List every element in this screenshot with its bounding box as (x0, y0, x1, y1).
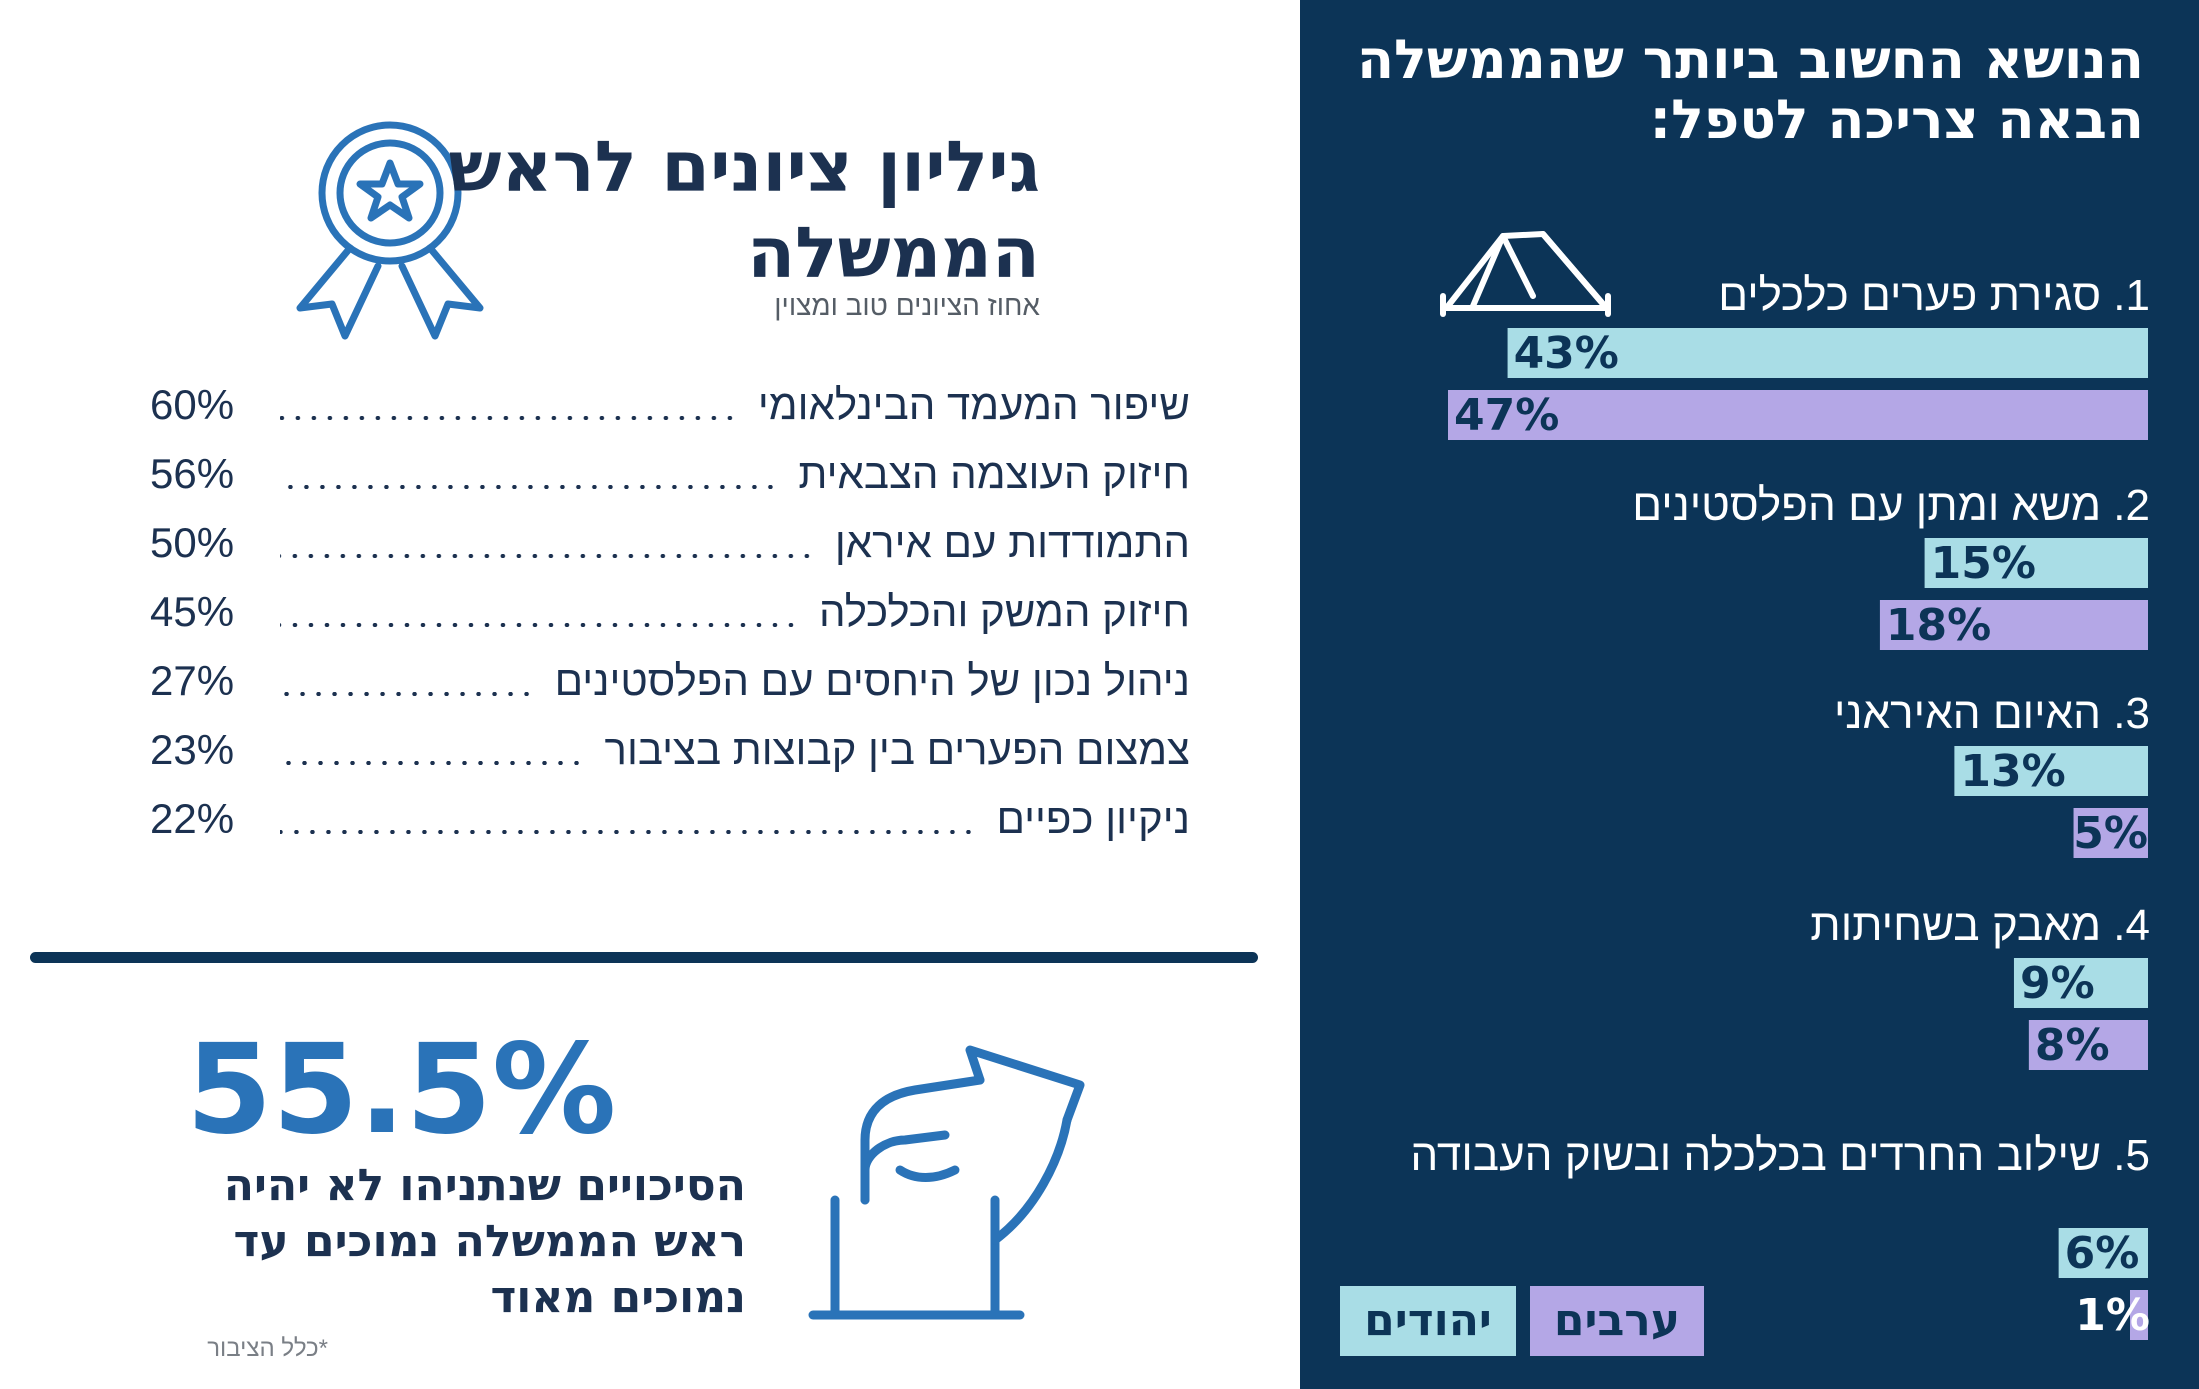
category-label: 5. שילוב החרדים בכלכלה ובשוק העבודה (1410, 1131, 2150, 1180)
data-label: 13% (1960, 746, 2065, 797)
category-label: 2. משא ומתן עם הפלסטינים (1632, 481, 2150, 530)
grade-value: 56% (150, 449, 235, 497)
data-label: 1% (2075, 1290, 2150, 1341)
bar-jews (2058, 1228, 2148, 1278)
bar-jews (2013, 958, 2148, 1008)
grade-label: התמודדות עם איראן (834, 518, 1190, 566)
report-card-title: גיליון ציונים לראש הממשלה (448, 126, 1040, 294)
ballot-box-icon (808, 1045, 1085, 1320)
dot-leader (280, 691, 535, 696)
data-label: 8% (2035, 1020, 2110, 1071)
bar-arabs (1448, 390, 2148, 440)
data-label: 18% (1886, 600, 1991, 651)
grade-value: 45% (150, 587, 235, 635)
category-label: 1. סגירת פערים כלכלים (1718, 271, 2150, 320)
grade-label: חיזוק המשק והכלכלה (818, 587, 1190, 635)
legend-arabs: ערבים (1530, 1286, 1704, 1356)
chances-caption: הסיכויים שנתניהו לא יהיה ראש הממשלה נמוכ… (223, 1160, 746, 1323)
grade-label: שיפור המעמד הבינלאומי (757, 380, 1190, 428)
grade-row: התמודדות עם איראן 50% (150, 508, 1190, 577)
grade-value: 23% (150, 725, 235, 773)
grade-label: ניהול נכון של היחסים עם הפלסטינים (554, 656, 1190, 704)
section-divider (30, 952, 1258, 963)
bar-arabs (2028, 1020, 2148, 1070)
dot-leader (280, 484, 779, 489)
grade-row: חיזוק המשק והכלכלה 45% (150, 577, 1190, 646)
dot-leader (280, 760, 585, 765)
award-ribbon-icon (296, 121, 484, 340)
grade-value: 27% (150, 656, 235, 704)
tent-icon (1440, 231, 1611, 317)
grade-value: 60% (150, 380, 235, 428)
chart-title: הנושא החשוב ביותר שהממשלה הבאה צריכה לטפ… (1356, 28, 2144, 151)
bar-jews (1507, 328, 2148, 378)
grade-row: שיפור המעמד הבינלאומי 60% (150, 370, 1190, 439)
dot-leader (280, 415, 738, 420)
bar-arabs (1879, 600, 2148, 650)
category-label: 3. האיום האיראני (1834, 689, 2150, 738)
legend-jews: יהודים (1340, 1286, 1516, 1356)
data-label: 6% (2065, 1228, 2140, 1279)
grade-label: חיזוק העוצמה הצבאית (798, 449, 1190, 497)
bar-arabs (2073, 808, 2148, 858)
right-panel: הנושא החשוב ביותר שהממשלה הבאה צריכה לטפ… (1300, 0, 2199, 1389)
bar-jews (1924, 538, 2148, 588)
data-label: 47% (1454, 390, 1559, 441)
chances-value: 55.5% (186, 1018, 617, 1162)
dot-leader (280, 622, 799, 627)
priority-bar-chart: 1. סגירת פערים כלכלים 43% 47% 2. משא ומתן ע… (1410, 231, 2150, 1341)
grade-row: חיזוק העוצמה הצבאית 56% (150, 439, 1190, 508)
grade-label: צמצום הפערים בין קבוצות בציבור (604, 725, 1190, 773)
footnote: *כלל הציבור (207, 1335, 328, 1362)
dot-leader (280, 553, 815, 558)
grade-row: צמצום הפערים בין קבוצות בציבור 23% (150, 715, 1190, 784)
bar-jews (1954, 746, 2148, 796)
data-label: 9% (2020, 958, 2095, 1009)
grade-value: 22% (150, 794, 235, 842)
data-label: 5% (2073, 808, 2148, 859)
grades-list: שיפור המעמד הבינלאומי 60% חיזוק העוצמה ה… (150, 370, 1190, 853)
report-card-subtitle: אחוז הציונים טוב ומצוין (774, 290, 1040, 321)
data-label: 43% (1514, 328, 1619, 379)
grade-row: ניקיון כפיים 22% (150, 784, 1190, 853)
grade-value: 50% (150, 518, 235, 566)
grade-row: ניהול נכון של היחסים עם הפלסטינים 27% (150, 646, 1190, 715)
bar-arabs (2130, 1290, 2148, 1340)
grade-label: ניקיון כפיים (996, 794, 1190, 842)
data-label: 15% (1931, 538, 2036, 589)
category-label: 4. מאבק בשחיתות (1810, 901, 2150, 950)
dot-leader (280, 829, 977, 834)
